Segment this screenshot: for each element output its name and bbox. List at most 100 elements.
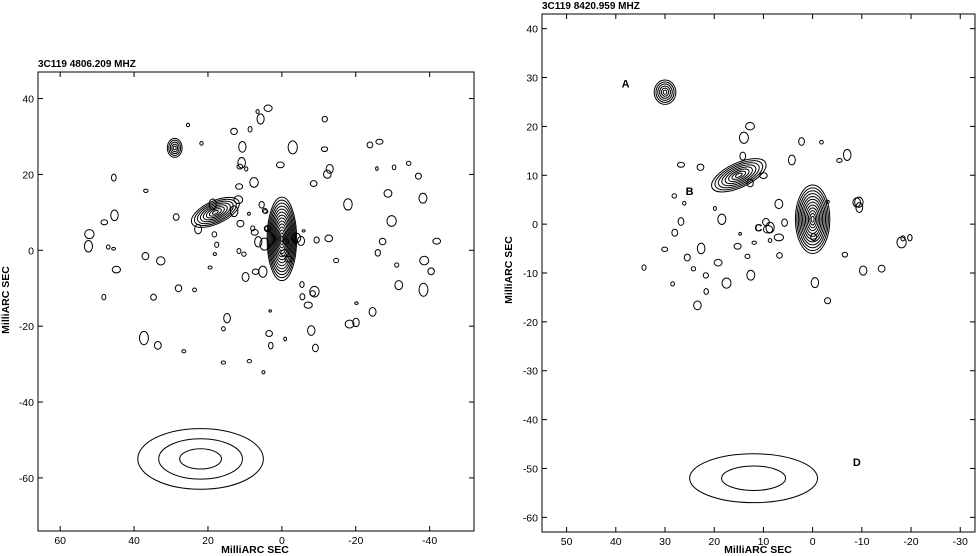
contour-level [721, 164, 757, 187]
component-label: A [622, 78, 630, 90]
noise-contour [744, 253, 751, 259]
noise-contour [896, 236, 907, 249]
noise-contour [325, 163, 334, 174]
contour-level [660, 87, 670, 97]
contour-level [208, 208, 222, 217]
contour-level [271, 211, 292, 267]
y-tick-label: -20 [19, 321, 34, 333]
noise-contour [320, 146, 329, 152]
x-tick-label: 0 [810, 536, 816, 548]
noise-contour [111, 265, 121, 274]
noise-contour [418, 282, 429, 297]
noise-contour [394, 280, 404, 291]
noise-contour [855, 202, 864, 213]
noise-contour [211, 231, 218, 238]
contour-level [211, 209, 219, 215]
contour-level [158, 438, 243, 480]
contour-level [268, 202, 296, 276]
noise-contour [241, 251, 247, 257]
noise-contour [683, 253, 691, 262]
noise-contour [110, 209, 119, 222]
y-tick-label: -40 [19, 397, 34, 409]
noise-contour [343, 198, 353, 211]
noise-contour [299, 281, 305, 288]
noise-contour [181, 349, 187, 354]
noise-contour [207, 265, 213, 270]
contour-level [269, 205, 294, 273]
noise-contour [254, 236, 263, 248]
contour-level [796, 187, 829, 252]
y-tick-label: 0 [28, 245, 34, 257]
source-contours [794, 184, 831, 254]
contour-level [166, 137, 183, 158]
noise-contour [324, 234, 334, 243]
noise-contour [236, 247, 242, 254]
contour-level [724, 166, 753, 185]
noise-contour [418, 192, 428, 204]
component-labels: A B C D [622, 78, 861, 469]
noise-contour [172, 213, 180, 221]
noise-contour [661, 246, 669, 253]
noise-contour [83, 239, 94, 253]
noise-contour [323, 169, 332, 179]
noise-contour [391, 164, 397, 171]
noise-contour [432, 237, 442, 245]
noise-contour [702, 272, 709, 279]
noise-contour [671, 228, 679, 237]
noise-contour [717, 213, 727, 226]
noise-contour [374, 248, 381, 257]
noise-contour [212, 252, 217, 257]
noise-contour [670, 281, 675, 287]
contour-level [797, 190, 828, 249]
noise-contour [111, 246, 117, 251]
noise-contour [676, 161, 685, 168]
x-tick-label: -30 [953, 536, 968, 548]
noise-contour [383, 189, 393, 198]
noise-contour [836, 157, 843, 163]
contour-level [728, 168, 750, 183]
component-label: C [755, 222, 763, 234]
noise-contour [321, 115, 328, 123]
y-tick-label: -60 [523, 512, 538, 524]
noise-contour [220, 360, 227, 365]
noise-contour [759, 172, 768, 179]
contour-level [809, 213, 816, 226]
contour-level [653, 79, 677, 105]
noise-contour [309, 180, 318, 188]
noise-contour [713, 258, 723, 267]
contour-level [193, 198, 237, 227]
x-tick-label: 30 [659, 536, 671, 548]
source-contours [190, 196, 240, 228]
noise-contour [192, 287, 197, 293]
noise-contour [696, 242, 706, 255]
noise-contour [671, 193, 678, 199]
contour-level [714, 160, 764, 191]
y-tick-label: 30 [526, 73, 538, 85]
y-tick-label: -20 [523, 317, 538, 329]
contour-level [190, 196, 240, 228]
contour-level [655, 81, 675, 103]
noise-contour [299, 293, 306, 301]
panel-title: 3C119 8420.959 MHZ [542, 1, 640, 12]
panel-title: 3C119 4806.209 MHZ [38, 59, 136, 70]
noise-contour [291, 232, 302, 244]
noise-contour [798, 137, 805, 146]
noise-contour [352, 317, 360, 328]
noise-contour [223, 313, 231, 324]
noise-contour [256, 113, 265, 125]
y-axis-label: MilliARC SEC [0, 266, 12, 334]
noise-contour [268, 309, 272, 313]
contour-level [731, 170, 747, 180]
contour-level [806, 207, 819, 232]
noise-contour [690, 266, 697, 272]
contour-level [657, 83, 673, 101]
noise-contour [386, 215, 397, 227]
x-tick-label: 50 [561, 536, 573, 548]
contour-level [202, 204, 228, 221]
noise-contour [312, 343, 319, 353]
noise-contour [263, 104, 273, 112]
source-contours [166, 137, 183, 158]
noise-contour [309, 285, 320, 298]
noise-contour [249, 177, 259, 188]
